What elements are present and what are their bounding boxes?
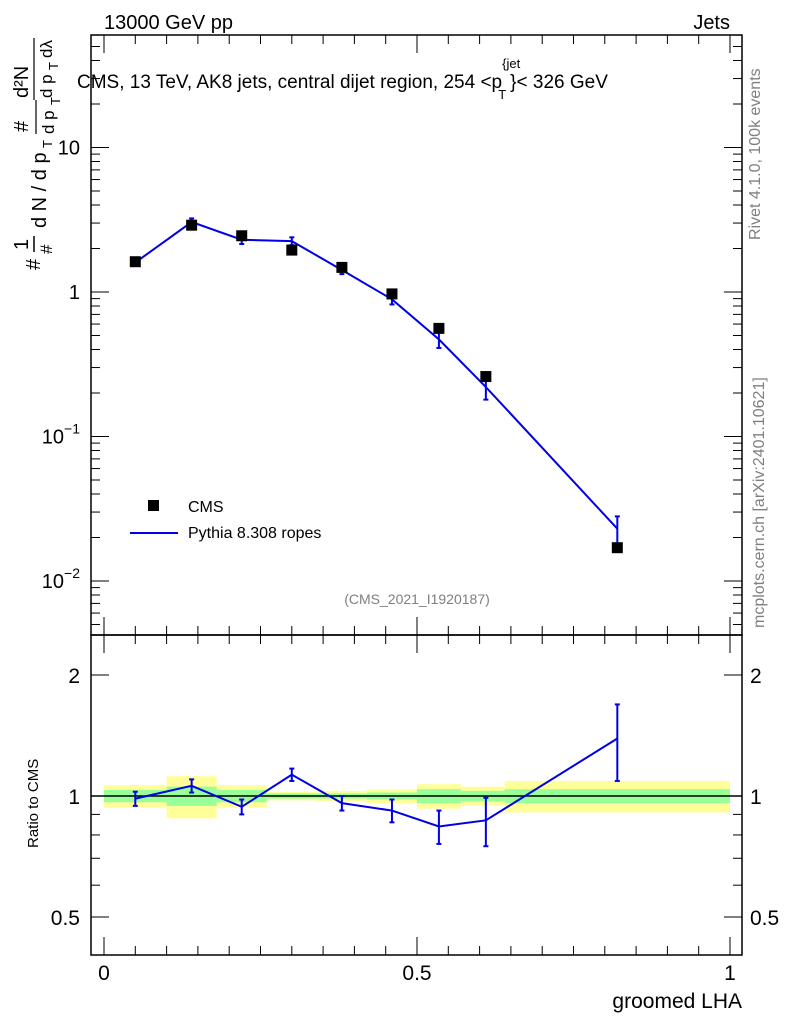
ratio-ytick-label-right: 0.5 (750, 907, 779, 930)
header-left: 13000 GeV pp (104, 12, 233, 34)
xtick-label: 0.5 (402, 962, 431, 985)
legend: CMS Pythia 8.308 ropes (130, 499, 321, 542)
svg-text:T: T (46, 62, 61, 70)
legend-mc-label: Pythia 8.308 ropes (188, 525, 321, 542)
ratio-ticks: 2 2 1 1 0.5 0.5 0 0.5 1 (51, 635, 779, 985)
main-ticks (91, 34, 742, 635)
svg-text:d²N: d²N (11, 66, 33, 98)
ratio-bands (104, 776, 730, 819)
svg-text:#: # (37, 244, 56, 254)
plot-title-main: CMS, 13 TeV, AK8 jets, central dijet reg… (77, 72, 502, 93)
cms-data-point (386, 288, 398, 300)
svg-text:d p: d p (39, 110, 58, 134)
ratio-mc-series (132, 703, 620, 848)
cms-data-point (433, 322, 445, 334)
mc-line (134, 220, 619, 530)
ratio-ytick-label-right: 2 (750, 665, 762, 688)
cms-data-point (186, 219, 198, 231)
xtick-label: 1 (724, 962, 736, 985)
main-ytick-label: 10−1 (42, 421, 80, 449)
main-ylabel: # 1 # d N / d p T # d p T d²N d p T dλ (11, 38, 63, 270)
cms-data-point (480, 371, 492, 383)
legend-cms-label: CMS (188, 499, 224, 516)
main-frame (90, 34, 743, 636)
plot-title-sub: T (498, 87, 506, 102)
cms-data-point (611, 542, 623, 554)
ratio-ytick-label: 2 (68, 665, 80, 688)
xtick-label: 0 (98, 962, 110, 985)
plot-title-end: }< 326 GeV (510, 72, 608, 93)
main-data-series (129, 219, 623, 554)
legend-cms-marker (148, 500, 159, 511)
svg-text:#: # (11, 120, 33, 132)
svg-text:d N / d p: d N / d p (29, 152, 51, 228)
cms-data-point (129, 256, 141, 268)
main-ytick-label: 10−2 (42, 565, 80, 593)
main-mc-series (132, 217, 620, 546)
svg-text:T: T (48, 97, 63, 105)
ratio-ytick-label: 0.5 (51, 907, 80, 930)
xlabel: groomed LHA (612, 990, 742, 1013)
ratio-ytick-label: 1 (68, 786, 80, 809)
svg-text:d p: d p (37, 74, 56, 98)
rivet-label: Rivet 4.1.0, 100k events (747, 68, 764, 240)
main-ytick-label: 1 (69, 282, 80, 304)
mcplots-label: mcplots.cern.ch [arXiv:2401.10621] (751, 377, 768, 628)
plot-title-sup: {jet (502, 56, 520, 71)
cms-data-point (286, 244, 298, 256)
header-right: Jets (693, 12, 730, 34)
svg-text:#: # (23, 258, 45, 270)
main-ytick-label: 10 (58, 138, 80, 160)
ratio-ylabel: Ratio to CMS (25, 759, 42, 848)
cms-data-point (236, 230, 248, 242)
analysis-id: (CMS_2021_I1920187) (344, 591, 490, 607)
svg-text:dλ: dλ (37, 40, 56, 58)
main-panel: 10 1 10−1 10−2 (CMS_2021_I1920187) CMS Pyth… (42, 34, 743, 636)
svg-text:1: 1 (11, 239, 33, 250)
plot-title: CMS, 13 TeV, AK8 jets, central dijet reg… (77, 56, 608, 102)
main-ytick-labels: 10 1 10−1 10−2 (42, 138, 80, 594)
cms-data-point (336, 261, 348, 273)
svg-text:T: T (40, 140, 55, 148)
ratio-panel: 2 2 1 1 0.5 0.5 0 0.5 1 Ratio to CMS groomed LHA (25, 634, 779, 1013)
ratio-ytick-label-right: 1 (750, 786, 762, 809)
